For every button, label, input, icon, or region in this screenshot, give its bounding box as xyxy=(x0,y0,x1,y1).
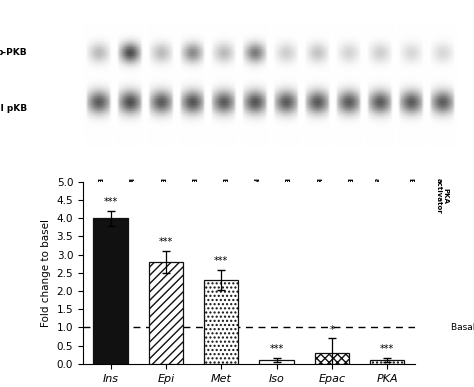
Text: Basal: Basal xyxy=(96,178,101,199)
Text: ***: *** xyxy=(159,237,173,247)
Y-axis label: Fold change to basel: Fold change to basel xyxy=(41,219,51,327)
Bar xyxy=(204,280,238,364)
Text: Metoxamin: Metoxamin xyxy=(252,178,257,221)
Text: ***: *** xyxy=(269,344,283,354)
Text: Insulin: Insulin xyxy=(127,178,133,204)
Text: Total pKB: Total pKB xyxy=(0,104,27,113)
Bar xyxy=(370,360,404,364)
Bar xyxy=(93,218,128,364)
Text: Basal level: Basal level xyxy=(451,323,474,332)
Text: Basal: Basal xyxy=(345,178,351,199)
Text: Basal: Basal xyxy=(283,178,289,199)
Text: p-PKB: p-PKB xyxy=(0,48,27,57)
Text: ***: *** xyxy=(380,344,394,354)
Bar xyxy=(149,262,183,364)
Text: Epinephrine: Epinephrine xyxy=(189,178,195,226)
Text: PKA
activator: PKA activator xyxy=(435,178,448,213)
Text: Basal: Basal xyxy=(220,178,227,199)
Text: Isoproterenol: Isoproterenol xyxy=(314,178,320,231)
Text: Basal: Basal xyxy=(158,178,164,199)
Text: *: * xyxy=(329,325,334,335)
Text: ***: *** xyxy=(214,256,228,266)
Text: Basal: Basal xyxy=(408,178,414,199)
Text: Epac
activator: Epac activator xyxy=(373,178,386,213)
Text: ***: *** xyxy=(103,197,118,207)
Bar xyxy=(259,360,293,364)
Bar xyxy=(315,353,349,364)
